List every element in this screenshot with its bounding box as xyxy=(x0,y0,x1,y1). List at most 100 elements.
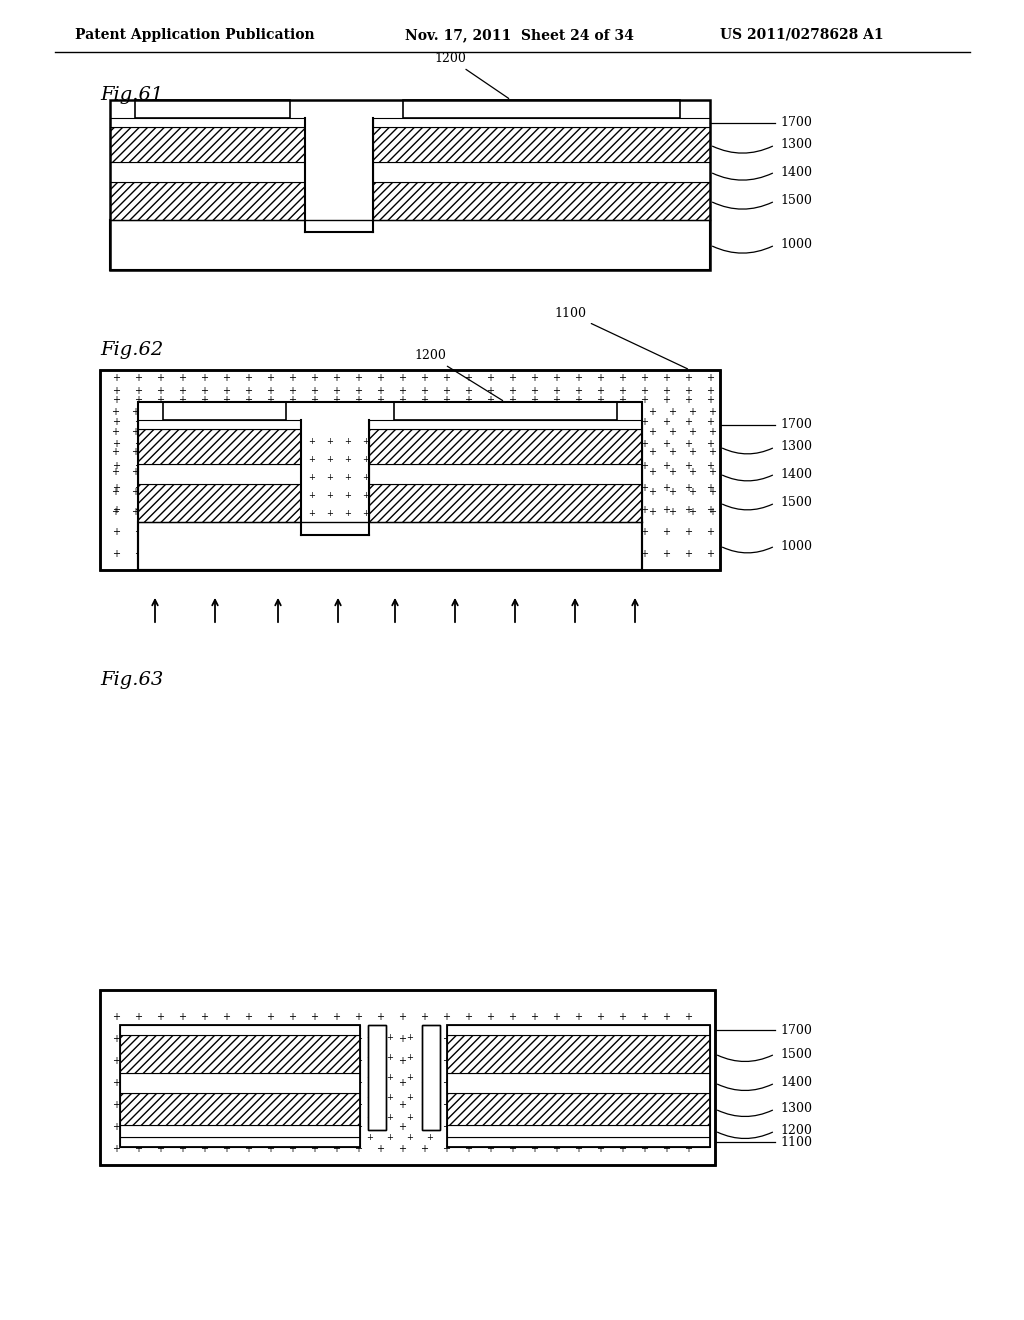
Text: +: + xyxy=(420,1056,428,1067)
Text: +: + xyxy=(156,1078,164,1088)
Text: +: + xyxy=(266,417,274,426)
Text: +: + xyxy=(332,385,340,396)
Text: +: + xyxy=(684,483,692,492)
Bar xyxy=(369,484,642,521)
Text: Fig.61: Fig.61 xyxy=(100,86,163,104)
Text: +: + xyxy=(486,527,494,537)
Text: +: + xyxy=(266,461,274,471)
Text: +: + xyxy=(688,467,696,477)
Text: +: + xyxy=(288,506,296,515)
Text: +: + xyxy=(131,467,139,477)
Text: +: + xyxy=(420,417,428,426)
Bar xyxy=(403,100,680,117)
Text: +: + xyxy=(178,549,186,558)
Text: +: + xyxy=(387,1032,393,1041)
Text: +: + xyxy=(310,1034,318,1044)
Text: +: + xyxy=(332,1122,340,1133)
Text: +: + xyxy=(574,1012,582,1022)
Text: +: + xyxy=(530,1144,538,1154)
Text: +: + xyxy=(156,549,164,558)
Text: +: + xyxy=(530,440,538,449)
Text: +: + xyxy=(134,385,142,396)
Text: +: + xyxy=(706,417,714,426)
Text: +: + xyxy=(266,506,274,515)
Bar xyxy=(373,162,710,182)
Text: +: + xyxy=(596,1144,604,1154)
Text: +: + xyxy=(486,549,494,558)
Text: +: + xyxy=(376,527,384,537)
Text: +: + xyxy=(354,1034,362,1044)
Text: +: + xyxy=(244,1100,252,1110)
Text: 1200: 1200 xyxy=(780,1125,812,1138)
Text: +: + xyxy=(354,483,362,492)
Text: +: + xyxy=(684,1056,692,1067)
Text: +: + xyxy=(618,483,626,492)
Text: +: + xyxy=(596,440,604,449)
Text: +: + xyxy=(530,374,538,383)
Text: +: + xyxy=(596,1056,604,1067)
Text: +: + xyxy=(266,385,274,396)
Text: +: + xyxy=(574,1078,582,1088)
Text: +: + xyxy=(178,483,186,492)
Text: +: + xyxy=(552,549,560,558)
Text: +: + xyxy=(354,506,362,515)
Text: +: + xyxy=(310,1012,318,1022)
Text: +: + xyxy=(684,385,692,396)
Text: +: + xyxy=(706,395,714,405)
Bar xyxy=(447,1125,710,1137)
Text: +: + xyxy=(134,1144,142,1154)
Text: +: + xyxy=(486,1100,494,1110)
Text: +: + xyxy=(266,549,274,558)
Text: +: + xyxy=(244,1122,252,1133)
Text: +: + xyxy=(134,374,142,383)
Text: +: + xyxy=(442,374,450,383)
Text: +: + xyxy=(308,473,315,482)
Text: +: + xyxy=(362,473,370,482)
Bar xyxy=(422,1026,440,1130)
Text: +: + xyxy=(618,385,626,396)
Text: +: + xyxy=(288,549,296,558)
Text: +: + xyxy=(376,1100,384,1110)
Bar xyxy=(369,429,642,465)
Bar xyxy=(422,1026,440,1130)
Text: +: + xyxy=(310,385,318,396)
Text: +: + xyxy=(640,1056,648,1067)
Text: +: + xyxy=(640,417,648,426)
Bar xyxy=(138,484,301,521)
Text: +: + xyxy=(574,506,582,515)
Text: 1500: 1500 xyxy=(780,496,812,510)
Text: +: + xyxy=(354,1056,362,1067)
Text: +: + xyxy=(574,374,582,383)
Bar xyxy=(369,420,642,429)
Text: +: + xyxy=(288,483,296,492)
Text: +: + xyxy=(574,1100,582,1110)
Bar xyxy=(120,1137,360,1147)
Text: +: + xyxy=(486,506,494,515)
Text: +: + xyxy=(596,374,604,383)
Text: 1200: 1200 xyxy=(414,348,503,400)
Text: +: + xyxy=(134,527,142,537)
Text: +: + xyxy=(464,440,472,449)
Text: +: + xyxy=(420,374,428,383)
Text: +: + xyxy=(662,1122,670,1133)
Text: +: + xyxy=(134,461,142,471)
Text: +: + xyxy=(178,374,186,383)
Text: +: + xyxy=(200,527,208,537)
Bar xyxy=(447,1035,710,1073)
Text: +: + xyxy=(486,417,494,426)
Text: +: + xyxy=(662,549,670,558)
Text: +: + xyxy=(574,395,582,405)
Text: +: + xyxy=(596,506,604,515)
Text: +: + xyxy=(640,1034,648,1044)
Bar xyxy=(120,1026,360,1147)
Bar xyxy=(120,1026,360,1147)
Text: +: + xyxy=(222,527,230,537)
Text: +: + xyxy=(442,1078,450,1088)
Text: +: + xyxy=(112,1012,120,1022)
Text: +: + xyxy=(200,1056,208,1067)
Text: +: + xyxy=(662,417,670,426)
Text: +: + xyxy=(427,1032,433,1041)
Text: +: + xyxy=(464,1012,472,1022)
Text: +: + xyxy=(552,1078,560,1088)
Text: 1300: 1300 xyxy=(780,441,812,454)
